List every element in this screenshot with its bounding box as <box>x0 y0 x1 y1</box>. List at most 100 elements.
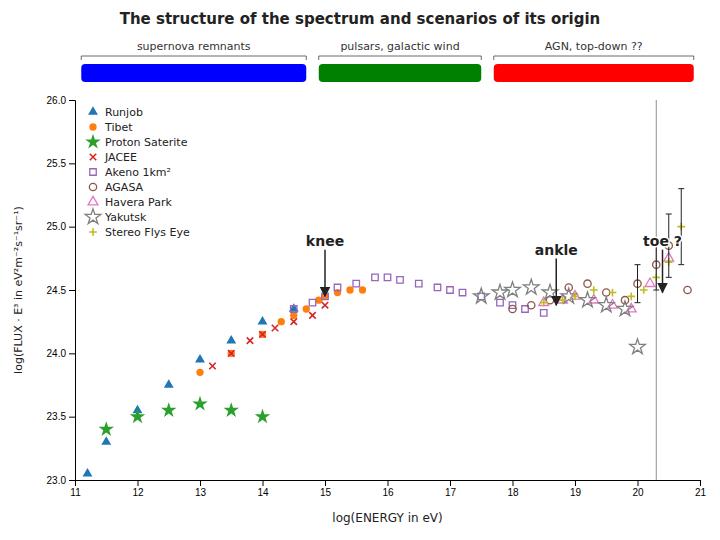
x-axis: 11 12 13 14 15 16 17 18 19 20 21 <box>70 480 706 498</box>
point <box>609 289 617 297</box>
source-band <box>81 64 306 82</box>
point <box>228 350 234 356</box>
x-tick-mark <box>200 480 201 486</box>
annotation-text: ankle <box>535 242 578 258</box>
series <box>509 242 691 313</box>
point <box>509 305 516 312</box>
y-tick-label: 24.0 <box>47 348 67 359</box>
y-tick-label: 25.0 <box>47 221 67 232</box>
x-tick: 14 <box>257 480 269 498</box>
point <box>278 318 285 325</box>
point <box>541 310 547 316</box>
source-band-label: supernova remnants <box>137 40 251 53</box>
point <box>196 369 203 376</box>
point <box>291 318 297 324</box>
series <box>98 396 270 436</box>
legend-item: Tibet <box>89 121 133 134</box>
point <box>640 286 648 294</box>
band-brace <box>81 56 306 60</box>
x-tick: 12 <box>132 480 144 498</box>
x-tick-label: 15 <box>320 487 332 498</box>
x-tick-label: 19 <box>570 487 582 498</box>
x-tick-label: 13 <box>195 487 207 498</box>
y-tick-label: 23.5 <box>47 411 67 422</box>
x-tick-mark <box>513 480 514 486</box>
legend-label: Havera Park <box>105 196 172 209</box>
point <box>523 279 539 294</box>
legend-symbol <box>89 228 97 236</box>
legend-symbol <box>85 209 101 224</box>
point <box>334 284 340 290</box>
legend-symbol <box>85 134 101 149</box>
legend-label: AGASA <box>105 181 144 194</box>
legend-symbol <box>89 183 96 190</box>
legend-label: Runjob <box>105 106 143 119</box>
point <box>617 301 633 316</box>
legend-symbol <box>89 123 96 130</box>
error-bar <box>635 265 641 303</box>
point <box>272 325 278 331</box>
point <box>255 408 271 423</box>
point <box>434 284 440 290</box>
point <box>192 396 208 411</box>
y-tick-mark <box>69 353 75 354</box>
point <box>473 288 489 303</box>
y-tick: 26.0 <box>47 95 75 106</box>
legend-item: Stereo Flys Eye <box>89 226 190 239</box>
point <box>161 402 177 417</box>
point <box>353 280 359 286</box>
plot-marks <box>83 100 692 480</box>
annotation-text: knee <box>306 233 344 249</box>
point <box>540 299 548 307</box>
series <box>196 286 366 376</box>
point <box>291 306 297 312</box>
point <box>598 297 614 312</box>
point <box>571 292 579 300</box>
point <box>247 337 253 343</box>
legend-symbol <box>90 169 96 175</box>
x-tick: 15 <box>320 480 332 498</box>
series <box>209 302 328 369</box>
point <box>309 299 315 305</box>
chart-container: The structure of the spectrum and scenar… <box>0 0 720 540</box>
point <box>226 335 236 344</box>
point <box>223 402 239 417</box>
x-tick-label: 11 <box>70 487 81 498</box>
point <box>372 274 378 280</box>
x-tick: 17 <box>445 480 457 498</box>
point <box>384 274 390 280</box>
point <box>397 277 403 283</box>
x-tick-mark <box>638 480 639 486</box>
source-band <box>319 64 482 82</box>
legend-item: JACEE <box>90 151 137 164</box>
point <box>289 303 299 312</box>
y-tick-label: 25.5 <box>47 158 67 169</box>
point <box>684 286 691 293</box>
source-bands: supernova remnantspulsars, galactic wind… <box>81 40 694 82</box>
x-tick-label: 12 <box>132 487 144 498</box>
x-tick-mark <box>575 480 576 486</box>
x-tick: 18 <box>507 480 519 498</box>
x-tick-label: 20 <box>632 487 644 498</box>
y-tick-mark <box>69 227 75 228</box>
point <box>416 280 422 286</box>
x-tick-label: 16 <box>382 487 394 498</box>
x-tick-label: 14 <box>257 487 269 498</box>
series <box>473 279 645 353</box>
point <box>542 284 558 299</box>
x-tick-label: 18 <box>507 487 519 498</box>
x-tick-label: 21 <box>695 487 707 498</box>
point <box>590 286 598 294</box>
point <box>258 316 268 325</box>
annotation-arrow <box>556 259 558 306</box>
point <box>164 379 174 388</box>
point <box>580 292 596 307</box>
x-tick: 16 <box>382 480 394 498</box>
point <box>497 299 503 305</box>
y-tick: 24.5 <box>47 285 75 296</box>
point <box>209 363 215 369</box>
x-tick-mark <box>388 480 389 486</box>
band-brace <box>494 56 694 60</box>
y-tick-mark <box>69 163 75 164</box>
legend-symbol <box>90 154 96 160</box>
